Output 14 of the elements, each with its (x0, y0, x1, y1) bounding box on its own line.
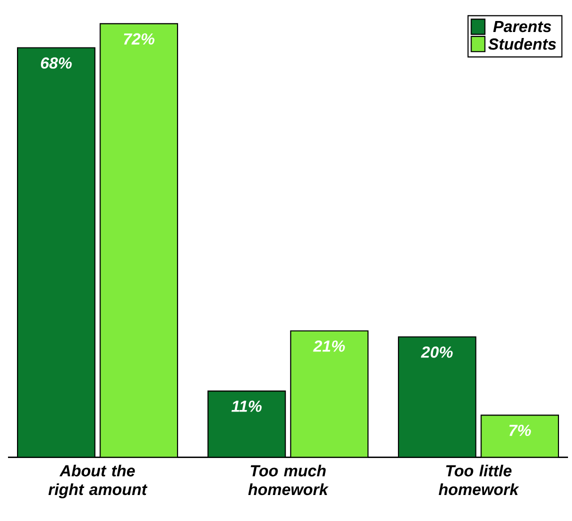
data-label: 7% (509, 424, 531, 436)
x-tick-label: Too little homework (438, 464, 520, 495)
x-tick-label: About the right amount (48, 464, 148, 498)
bar (16, 47, 96, 458)
legend-label: Students (488, 38, 556, 50)
legend-label: Parents (493, 20, 552, 32)
bar (207, 390, 286, 458)
data-label: 72% (124, 33, 154, 44)
data-label: 21% (313, 340, 345, 352)
data-label: 20% (420, 346, 453, 358)
data-label: 11% (232, 400, 262, 412)
bar (398, 336, 476, 458)
x-tick-label: Too much homework (248, 464, 329, 495)
data-label: 68% (40, 57, 72, 69)
